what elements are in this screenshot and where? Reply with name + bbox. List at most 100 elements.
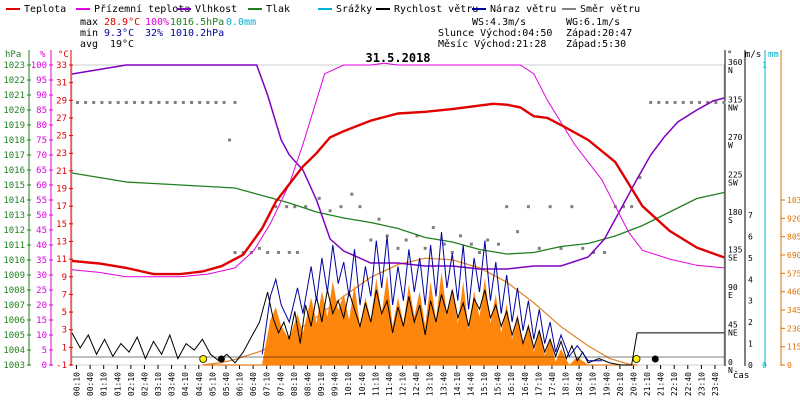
pct-tick-label: 45 (36, 226, 47, 236)
pct-tick-label: 35 (36, 256, 47, 266)
x-tick-label: 23:10 (697, 372, 706, 396)
wind-direction-dot (339, 205, 343, 209)
dir-tick-compass: E (728, 291, 733, 300)
x-tick-label: 23:40 (711, 372, 720, 396)
temp-tick-label: 1 (62, 343, 67, 353)
temp-tick-label: 31 (56, 79, 67, 89)
pct-tick-label: 0 (42, 361, 47, 371)
info-slunce-zapad: Západ:20:47 (566, 27, 632, 39)
x-tick-label: 03:40 (168, 372, 177, 396)
wind-direction-dot (442, 242, 446, 246)
pct-tick-label: 90 (36, 91, 47, 101)
wind-direction-dot (377, 217, 381, 221)
temp-tick-label: 33 (56, 61, 67, 71)
info-mesic: Měsíc Východ:21:28 (438, 38, 546, 50)
pct-tick-label: 75 (36, 136, 47, 146)
dir-tick-compass: NW (728, 104, 738, 113)
sunshine-area (262, 271, 602, 365)
dir-tick-compass: N (728, 66, 733, 75)
wind-direction-dot (358, 205, 362, 209)
x-tick-label: 17:10 (534, 372, 543, 396)
x-tick-label: 21:10 (643, 372, 652, 396)
wind-direction-dot (108, 101, 112, 104)
wind-direction-dot (214, 101, 218, 104)
wind-direction-dot (385, 234, 389, 238)
temp-tick-label: 17 (56, 202, 67, 212)
legend-swatch-smer (562, 8, 576, 10)
rad-tick-label: 230 (787, 324, 800, 333)
axis-label-cas: čas (733, 370, 749, 381)
x-tick-label: 09:40 (331, 372, 340, 396)
info-mesic-zapad: Západ:5:30 (566, 38, 626, 50)
wind-direction-dot (638, 176, 642, 179)
axis-unit-temp: °C (58, 50, 69, 60)
temp-tick-label: 25 (56, 132, 67, 142)
legend-srazky: Srážky (336, 3, 372, 15)
pct-tick-label: 100 (31, 61, 47, 71)
pct-tick-label: 50 (36, 211, 47, 221)
x-tick-label: 14:10 (453, 372, 462, 396)
x-tick-label: 00:40 (86, 372, 95, 396)
wind-direction-dot (559, 246, 563, 250)
wind-direction-dot (665, 101, 669, 104)
wind-direction-dot (100, 101, 104, 104)
x-tick-label: 11:10 (371, 372, 380, 396)
stat-max-hum: 100% (145, 17, 169, 28)
wind-direction-dot (228, 138, 232, 142)
stat-min-hum: 32% (145, 28, 163, 39)
wind-direction-dot (630, 205, 634, 209)
wind-direction-dot (165, 101, 169, 104)
x-tick-label: 15:40 (494, 372, 503, 396)
wind-direction-dot (285, 205, 289, 209)
wind-direction-dot (181, 101, 185, 104)
chart-title: 31.5.2018 (365, 51, 430, 65)
legend-swatch-tlak (248, 8, 262, 10)
wind-direction-dot (657, 101, 661, 104)
x-tick-label: 01:40 (113, 372, 122, 396)
wind-direction-dot (404, 238, 408, 242)
info-slunce: Slunce Východ:04:50 (438, 27, 552, 39)
stats-block: max 28.9°C 100% 1016.5hPa 0.0mm min 9.3°… (80, 17, 256, 50)
hpa-tick-label: 1019 (3, 121, 25, 131)
x-ticks: 00:10 00:40 01:10 01:40 02:10 02:40 03:10 03:40… (73, 365, 720, 396)
stat-max-label: max (80, 17, 98, 28)
x-tick-label: 12:10 (399, 372, 408, 396)
temp-tick-label: -1 (56, 361, 67, 371)
wind-direction-dot (198, 101, 202, 104)
temp-tick-label: 23 (56, 149, 67, 159)
wind-direction-dot (581, 246, 585, 250)
hpa-tick-label: 1010 (3, 256, 25, 266)
axis-unit-mm: mm (768, 50, 779, 60)
dir-tick-compass: SW (728, 179, 738, 188)
temp-tick-label: 5 (62, 308, 67, 318)
ms-tick-label: 7 (748, 211, 753, 220)
wind-direction-dot (722, 101, 726, 104)
temp-tick-label: 15 (56, 220, 67, 230)
rad-tick-label: 460 (787, 288, 800, 297)
axis-unit-pct: % (40, 50, 46, 60)
hpa-tick-label: 1018 (3, 136, 25, 146)
wind-direction-dot (431, 226, 435, 229)
wind-direction-dot (537, 246, 541, 250)
x-tick-label: 21:40 (657, 372, 666, 396)
pct-tick-label: 40 (36, 241, 47, 251)
temp-tick-label: 29 (56, 96, 67, 106)
wind-direction-dot (486, 238, 490, 242)
info-wg: WG:6.1m/s (566, 17, 620, 28)
x-tick-label: 16:40 (521, 372, 530, 396)
wind-direction-dot (681, 101, 685, 104)
rad-tick-label: 345 (787, 306, 800, 315)
wind-direction-dot (673, 101, 677, 104)
pct-tick-label: 60 (36, 181, 47, 191)
rad-tick-label: 805 (787, 233, 800, 242)
wind-direction-dot (649, 101, 653, 104)
pct-tick-label: 25 (36, 286, 47, 296)
info-block: WS:4.3m/s WG:6.1m/s Slunce Východ:04:50 … (438, 17, 632, 50)
series-layer (71, 62, 726, 366)
hpa-tick-label: 1017 (3, 151, 25, 161)
temp-tick-label: 11 (56, 255, 67, 265)
dir-tick-label: 360 (728, 58, 743, 67)
wind-direction-dot (415, 234, 419, 238)
